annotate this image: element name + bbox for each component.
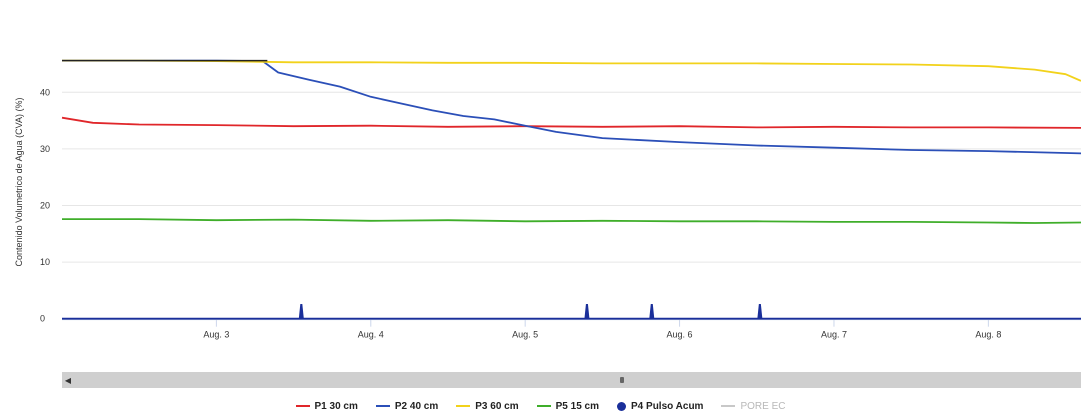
y-tick-label: 40 (40, 87, 50, 97)
legend-item-p3[interactable]: P3 60 cm (456, 400, 519, 412)
y-axis-label: Contenido Volumetrico de Agua (CVA) (%) (14, 98, 24, 267)
series-line-p5-15-cm (62, 218, 1081, 224)
x-tick-label: Aug. 5 (512, 330, 538, 340)
scroll-grip-icon[interactable] (620, 377, 624, 383)
series-group (61, 59, 1081, 320)
legend-line-icon (536, 405, 551, 407)
legend-item-p5[interactable]: P5 15 cm (536, 400, 600, 412)
scroll-left-icon[interactable]: ◀ (64, 375, 72, 385)
x-axis-ticks: Aug. 3 Aug. 4 Aug. 5 Aug. 6 Aug. 7 Aug. 8 (62, 319, 1081, 340)
legend-item-p4[interactable]: P4 Pulso Acum (617, 401, 703, 412)
line-chart: 0 10 20 30 40 Aug. 3 Aug. 4 Aug. 5 Aug. 6 Aug. 7… (14, 59, 1081, 340)
pulse-spike (298, 303, 304, 319)
y-axis-ticks: 0 10 20 30 40 (40, 87, 50, 323)
legend-label: P4 Pulso Acum (631, 400, 704, 412)
x-tick-label: Aug. 7 (821, 330, 847, 340)
legend-line-icon (295, 405, 310, 407)
legend: P1 30 cm P2 40 cm P3 60 cm P5 15 cm P4 P… (0, 398, 1081, 414)
legend-label: P5 15 cm (555, 400, 600, 412)
legend-item-pore-ec[interactable]: PORE EC (721, 401, 785, 412)
series-line-p1-30-cm (61, 116, 1081, 129)
y-tick-label: 30 (40, 144, 50, 154)
series-line-p2-40-cm (62, 59, 1081, 155)
legend-line-icon (375, 405, 390, 407)
x-tick-label: Aug. 4 (358, 330, 384, 340)
pulse-spike (584, 303, 590, 319)
legend-line-icon (721, 405, 736, 407)
y-tick-label: 20 (40, 200, 50, 210)
legend-label: P3 60 cm (475, 400, 519, 412)
y-tick-label: 0 (40, 314, 45, 324)
x-tick-label: Aug. 3 (203, 330, 229, 340)
legend-label: PORE EC (740, 400, 786, 412)
chart-scrollbar[interactable]: ◀ (62, 372, 1081, 388)
series-line-p3-60-cm (62, 59, 1081, 82)
legend-label: P2 40 cm (394, 400, 439, 412)
grid-lines (62, 91, 1081, 263)
legend-item-p2[interactable]: P2 40 cm (375, 400, 439, 412)
pulse-spike (649, 303, 655, 319)
legend-dot-icon (617, 401, 627, 411)
x-tick-label: Aug. 8 (975, 330, 1001, 340)
y-tick-label: 10 (40, 257, 50, 267)
legend-item-p1[interactable]: P1 30 cm (295, 400, 358, 412)
legend-label: P1 30 cm (314, 400, 358, 412)
pulse-spike (757, 303, 763, 319)
x-tick-label: Aug. 6 (667, 330, 693, 340)
legend-line-icon (456, 405, 471, 407)
